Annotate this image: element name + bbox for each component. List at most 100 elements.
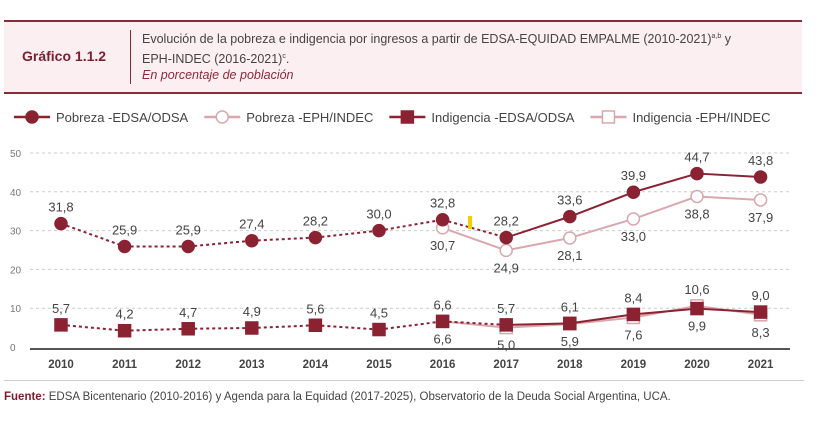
title-line1: Evolución de la pobreza e indigencia por… [142,32,712,47]
series-segment [442,218,507,239]
data-label: 30,7 [430,238,455,253]
legend-label: Pobreza -EDSA/ODSA [56,110,189,125]
y-tick-label: 0 [10,343,16,354]
data-label: 6,6 [434,297,452,312]
data-point [626,185,641,199]
data-point [181,239,195,254]
data-point [753,193,768,207]
data-label: 4,9 [243,304,261,319]
series-segment [378,218,443,232]
source-label: Fuente: [4,391,46,403]
data-point [690,189,704,204]
series-segment [506,322,570,326]
series-segment [60,222,125,248]
x-tick-label: 2021 [748,359,774,371]
y-tick-label: 30 [10,227,22,238]
source-text: EDSA Bicentenario (2010-2016) y Agenda p… [45,391,671,403]
divider [130,30,131,84]
y-tick-label: 50 [10,149,22,160]
series-segment [124,327,189,332]
data-label: 27,4 [239,217,264,232]
y-tick-label: 40 [10,188,22,199]
data-label: 5,7 [52,301,70,316]
data-label: 4,2 [116,307,134,322]
data-label: 30,0 [366,207,391,222]
figure-subtitle: En porcentaje de población [142,68,294,82]
data-point [690,166,704,181]
divider [4,380,804,381]
series-segment [505,215,571,239]
series-segment [696,172,761,179]
data-label: 6,6 [434,331,452,346]
legend-item: Pobreza -EPH/INDEC [204,110,373,125]
data-point [245,233,259,248]
series-segment [188,326,252,330]
series-segment [633,307,698,316]
data-label: 31,8 [48,200,73,215]
data-point [308,318,323,333]
data-point [435,314,450,329]
legend-circle-marker [215,110,229,124]
series-segment [506,236,570,252]
data-label: 25,9 [112,223,137,238]
data-point [499,243,513,258]
figure-header: Gráfico 1.1.2 Evolución de la pobreza e … [4,20,802,94]
data-point [372,322,386,337]
data-point [626,307,641,322]
title-end: . [285,52,290,67]
x-tick-label: 2015 [366,359,392,371]
data-label: 38,8 [684,206,709,221]
series-segment [251,324,316,329]
data-point [54,318,68,332]
legend-label: Indigencia -EDSA/ODSA [431,110,574,125]
series-segment [633,195,698,220]
series-segment [569,218,634,239]
data-label: 9,0 [752,288,770,303]
series-segment [315,229,380,239]
x-tick-label: 2017 [493,359,519,371]
data-point [117,239,132,254]
data-point [499,230,513,245]
data-point [753,305,768,319]
data-label: 5,9 [561,334,579,349]
series-segment [633,172,698,194]
legend-item: Indigencia -EDSA/ODSA [389,110,575,125]
x-tick-label: 2020 [684,359,710,371]
series-segment [569,313,634,325]
data-label: 5,6 [306,301,324,316]
series-segment [251,236,316,242]
data-point [54,216,68,231]
series-segment [315,324,380,331]
data-label: 6,1 [561,299,579,314]
data-label: 8,3 [752,325,770,340]
data-label: 5,0 [497,338,515,353]
data-label: 43,8 [748,153,773,168]
source-note: Fuente: EDSA Bicentenario (2010-2016) y … [4,391,671,403]
data-point [117,323,132,338]
series-segment [696,195,761,201]
legend-label: Pobreza -EPH/INDEC [246,110,373,125]
series-segment [378,320,443,331]
data-point [181,322,195,336]
x-tick-label: 2018 [557,359,583,371]
series-segment [569,191,634,218]
legend-item: Pobreza -EDSA/ODSA [14,110,189,125]
data-point [308,230,323,245]
title-line2: EPH-INDEC (2016-2021) [142,52,283,67]
data-label: 32,8 [430,196,455,211]
x-tick-label: 2012 [175,359,201,371]
data-label: 33,0 [621,229,646,244]
x-tick-label: 2016 [430,359,456,371]
data-label: 28,2 [303,214,328,229]
x-tick-label: 2011 [112,359,138,371]
data-label: 33,6 [557,193,582,208]
data-label: 37,9 [748,210,773,225]
data-label: 28,2 [494,214,519,229]
title-sup2: c [282,53,286,61]
legend-square-marker [400,110,415,124]
data-label: 4,7 [179,305,197,320]
x-tick-label: 2013 [239,359,265,371]
data-point [563,231,577,245]
